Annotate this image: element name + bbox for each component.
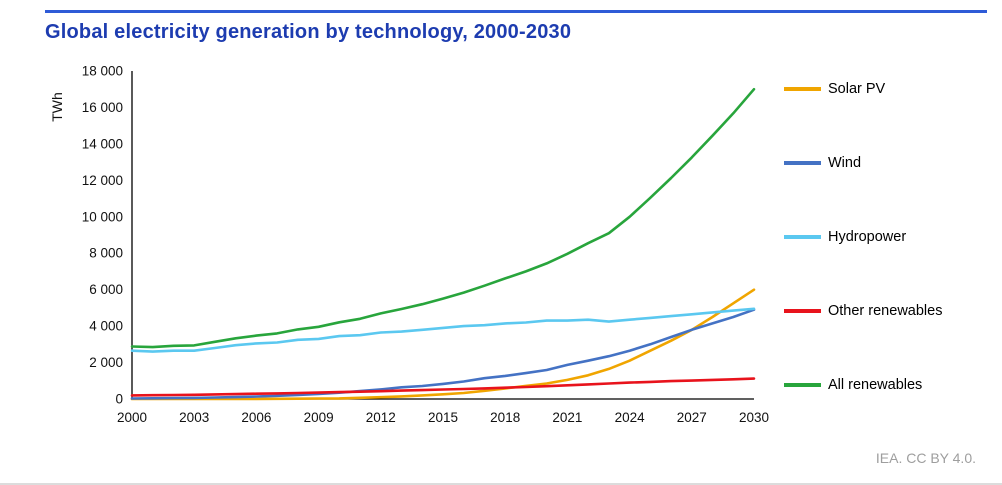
svg-text:2024: 2024 xyxy=(615,410,646,425)
legend-item-solar-pv: Solar PV xyxy=(784,81,989,97)
legend-swatch-solar-pv xyxy=(784,87,821,91)
top-rule xyxy=(45,10,987,13)
chart-legend: Solar PV Wind Hydropower Other renewable… xyxy=(784,81,989,393)
legend-label-all-renewables: All renewables xyxy=(828,377,923,393)
legend-item-hydropower: Hydropower xyxy=(784,229,989,245)
legend-label-other-renewables: Other renewables xyxy=(828,303,943,319)
svg-text:10 000: 10 000 xyxy=(82,209,123,224)
svg-text:2000: 2000 xyxy=(117,410,147,425)
legend-label-hydropower: Hydropower xyxy=(828,229,907,245)
legend-swatch-other-renewables xyxy=(784,309,821,313)
svg-text:2027: 2027 xyxy=(677,410,707,425)
svg-text:16 000: 16 000 xyxy=(82,100,123,115)
svg-text:2021: 2021 xyxy=(552,410,582,425)
svg-text:18 000: 18 000 xyxy=(82,64,123,79)
svg-text:2030: 2030 xyxy=(739,410,769,425)
legend-label-solar-pv: Solar PV xyxy=(828,81,886,97)
svg-text:8 000: 8 000 xyxy=(89,246,123,261)
svg-text:2015: 2015 xyxy=(428,410,458,425)
legend-item-all-renewables: All renewables xyxy=(784,377,989,393)
legend-swatch-all-renewables xyxy=(784,383,821,387)
source-attribution: IEA. CC BY 4.0. xyxy=(875,450,976,466)
line-chart: 0 2 000 4 000 6 000 8 000 10 000 12 000 14 000 1… xyxy=(49,64,769,426)
svg-text:2018: 2018 xyxy=(490,410,520,425)
svg-text:6 000: 6 000 xyxy=(89,282,123,297)
svg-text:2006: 2006 xyxy=(241,410,271,425)
svg-text:TWh: TWh xyxy=(49,92,65,122)
svg-text:0: 0 xyxy=(115,392,123,407)
svg-text:14 000: 14 000 xyxy=(82,136,123,151)
legend-swatch-wind xyxy=(784,161,821,165)
svg-text:2 000: 2 000 xyxy=(89,355,123,370)
chart-container: 0 2 000 4 000 6 000 8 000 10 000 12 000 14 000 1… xyxy=(40,55,989,441)
legend-item-wind: Wind xyxy=(784,155,989,171)
svg-text:12 000: 12 000 xyxy=(82,173,123,188)
svg-text:2009: 2009 xyxy=(304,410,334,425)
page-title: Global electricity generation by technol… xyxy=(45,21,572,43)
svg-text:4 000: 4 000 xyxy=(89,319,123,334)
svg-text:2003: 2003 xyxy=(179,410,209,425)
legend-swatch-hydropower xyxy=(784,235,821,239)
legend-label-wind: Wind xyxy=(828,155,862,171)
svg-text:2012: 2012 xyxy=(366,410,396,425)
legend-item-other-renewables: Other renewables xyxy=(784,303,989,319)
